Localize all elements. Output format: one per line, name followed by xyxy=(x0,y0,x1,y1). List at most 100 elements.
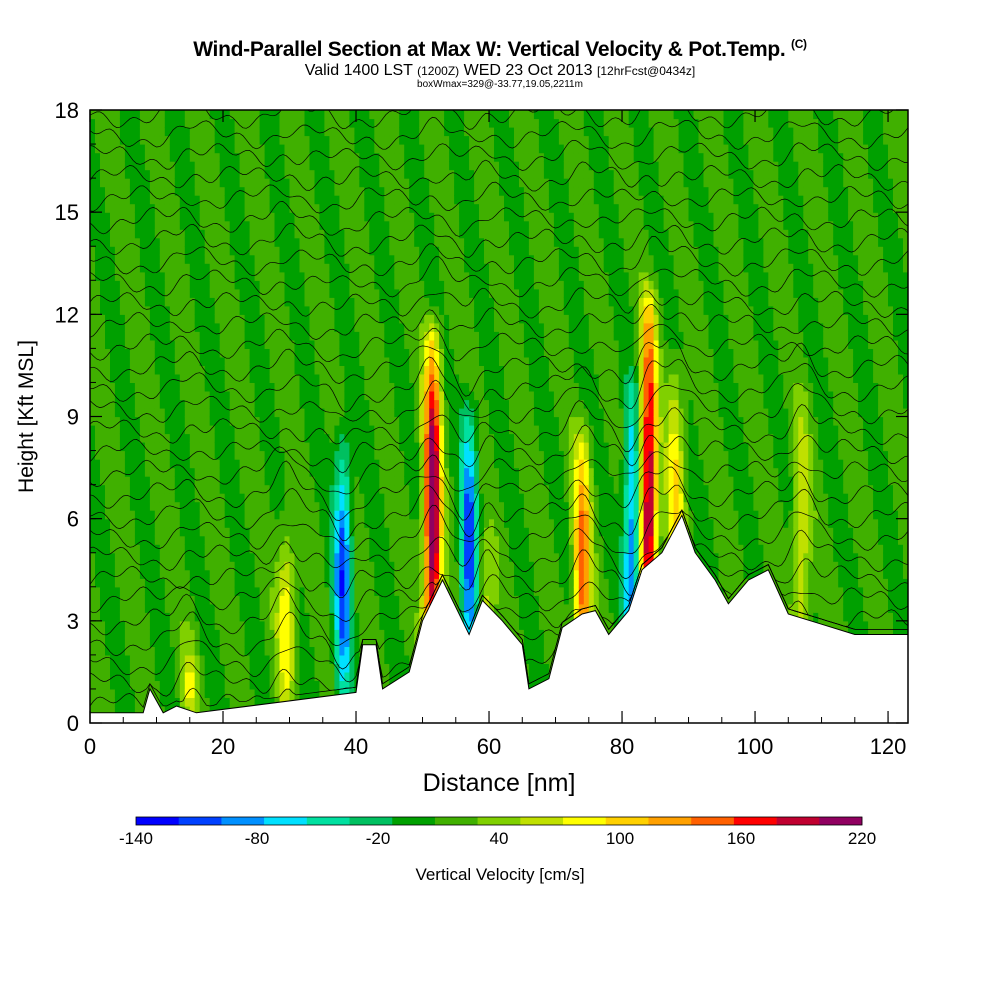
w-cell xyxy=(110,484,116,494)
w-cell xyxy=(100,595,106,605)
w-cell xyxy=(389,297,395,307)
w-cell xyxy=(239,144,246,154)
w-cell xyxy=(264,663,271,673)
w-cell xyxy=(359,620,365,630)
w-cell xyxy=(309,288,316,298)
w-cell xyxy=(184,237,191,247)
w-cell xyxy=(429,510,435,520)
w-cell xyxy=(289,169,296,179)
w-cell xyxy=(424,382,430,392)
w-cell xyxy=(329,680,335,690)
w-cell xyxy=(259,382,266,392)
w-cell xyxy=(359,127,365,137)
w-cell xyxy=(324,510,330,520)
w-cell xyxy=(314,305,321,315)
w-cell xyxy=(214,297,221,307)
w-cell xyxy=(154,518,161,528)
w-cell xyxy=(384,527,390,537)
w-cell xyxy=(199,263,206,273)
w-cell xyxy=(254,152,261,162)
w-cell xyxy=(214,305,221,315)
w-cell xyxy=(294,186,301,196)
w-cell xyxy=(90,169,96,179)
w-cell xyxy=(284,348,291,358)
w-cell xyxy=(379,629,385,639)
w-cell xyxy=(159,552,166,562)
w-cell xyxy=(209,118,216,128)
w-cell xyxy=(184,663,191,673)
w-cell xyxy=(194,382,201,392)
w-cell xyxy=(404,612,410,622)
w-cell xyxy=(244,288,251,298)
w-cell xyxy=(284,373,291,383)
w-cell xyxy=(254,433,261,443)
w-cell xyxy=(344,356,350,366)
w-cell xyxy=(429,467,435,477)
w-cell xyxy=(309,637,316,647)
w-cell xyxy=(174,425,181,435)
w-cell xyxy=(114,476,121,486)
w-cell xyxy=(154,467,161,477)
w-cell xyxy=(244,399,251,409)
w-cell xyxy=(314,450,321,460)
w-cell xyxy=(144,297,151,307)
w-cell xyxy=(284,203,291,213)
w-cell xyxy=(214,527,221,537)
w-cell xyxy=(249,203,256,213)
w-cell xyxy=(124,356,131,366)
w-cell xyxy=(339,595,345,605)
w-cell xyxy=(384,280,390,290)
w-cell xyxy=(364,382,370,392)
w-cell xyxy=(204,586,211,596)
w-cell xyxy=(229,348,236,358)
w-cell xyxy=(239,408,246,418)
w-cell xyxy=(419,356,425,366)
w-cell xyxy=(174,578,181,588)
w-cell xyxy=(324,280,330,290)
w-cell xyxy=(219,246,226,256)
w-cell xyxy=(214,654,221,664)
w-cell xyxy=(264,433,271,443)
w-cell xyxy=(389,169,395,179)
w-cell xyxy=(100,339,106,349)
w-cell xyxy=(119,314,126,324)
w-cell xyxy=(149,331,156,341)
w-cell xyxy=(134,152,141,162)
w-cell xyxy=(329,331,335,341)
w-cell xyxy=(194,178,201,188)
w-cell xyxy=(164,450,171,460)
w-cell xyxy=(184,110,191,120)
w-cell xyxy=(100,654,106,664)
w-cell xyxy=(429,186,435,196)
w-cell xyxy=(304,535,311,545)
w-cell xyxy=(144,331,151,341)
w-cell xyxy=(334,595,340,605)
w-cell xyxy=(179,493,186,503)
w-cell xyxy=(149,612,156,622)
w-cell xyxy=(419,433,425,443)
w-cell xyxy=(124,408,131,418)
w-cell xyxy=(384,203,390,213)
w-cell xyxy=(334,442,340,452)
w-cell xyxy=(179,178,186,188)
w-cell xyxy=(409,433,415,443)
w-cell xyxy=(169,391,176,401)
w-cell xyxy=(119,493,126,503)
w-cell xyxy=(379,348,385,358)
w-cell xyxy=(369,612,375,622)
w-cell xyxy=(124,450,131,460)
w-cell xyxy=(229,203,236,213)
w-cell xyxy=(424,476,430,486)
w-cell xyxy=(289,305,296,315)
w-cell xyxy=(244,578,251,588)
w-cell xyxy=(304,178,311,188)
w-cell xyxy=(284,612,291,622)
w-cell xyxy=(144,561,151,571)
w-cell xyxy=(389,518,395,528)
w-cell xyxy=(334,561,340,571)
w-cell xyxy=(209,144,216,154)
w-cell xyxy=(154,671,161,681)
w-cell xyxy=(339,663,345,673)
w-cell xyxy=(279,161,286,171)
w-cell xyxy=(319,220,325,230)
